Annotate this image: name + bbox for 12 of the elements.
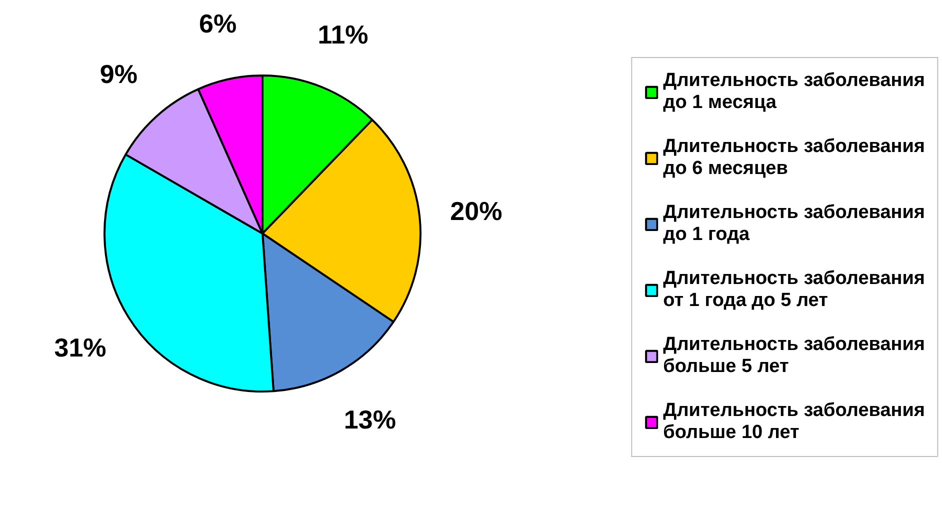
legend-label: Длительность заболевания до 1 года bbox=[663, 202, 925, 246]
legend-label: Длительность заболевания больше 5 лет bbox=[663, 334, 925, 378]
legend-label: Длительность заболевания больше 10 лет bbox=[663, 400, 925, 444]
legend-label: Длительность заболевания от 1 года до 5 лет bbox=[663, 268, 925, 312]
data-label: 9% bbox=[100, 58, 138, 89]
data-label: 31% bbox=[54, 332, 106, 362]
data-label: 6% bbox=[199, 8, 237, 38]
data-label: 13% bbox=[344, 404, 396, 435]
legend-label: Длительность заболевания до 1 месяца bbox=[663, 70, 925, 114]
data-label: 20% bbox=[450, 196, 502, 226]
legend-label: Длительность заболевания до 6 месяцев bbox=[663, 136, 925, 180]
data-label: 11% bbox=[318, 19, 368, 50]
